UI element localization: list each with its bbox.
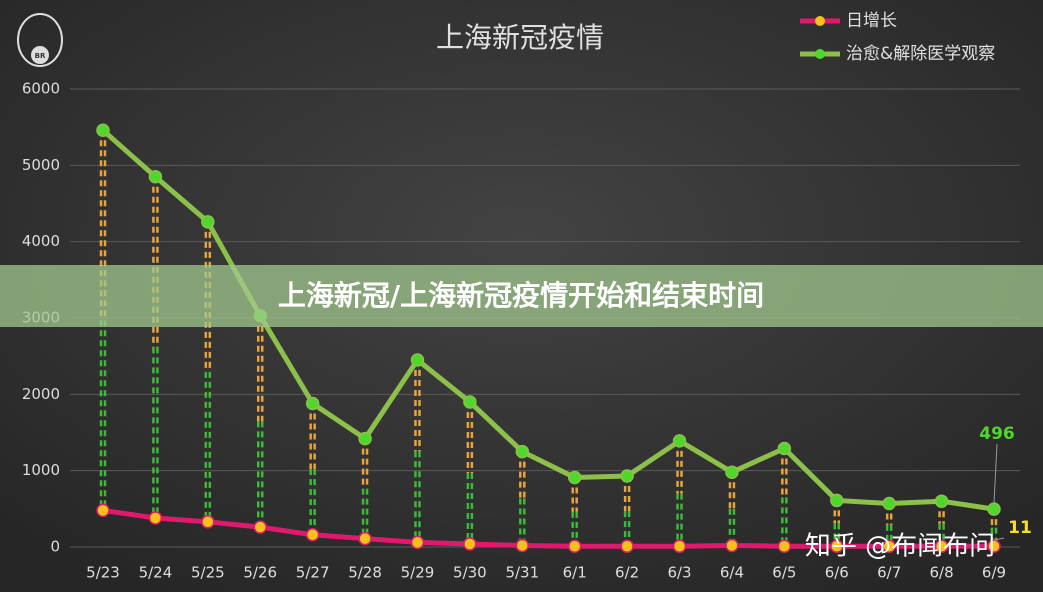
data-point [777,441,792,456]
data-point [253,520,267,534]
x-tick-label: 6/7 [877,564,901,582]
y-tick-label: 6000 [22,80,60,98]
chart-title: 上海新冠疫情 [436,21,604,54]
x-tick-label: 5/24 [139,564,173,582]
data-point [358,531,372,546]
data-point [148,170,163,184]
x-tick-label: 5/23 [86,564,120,582]
data-label: 496 [979,424,1015,444]
y-tick-label: 2000 [22,385,60,403]
logo: BR [17,13,63,67]
x-tick-label: 6/1 [563,564,587,582]
y-tick-label: 5000 [22,156,60,174]
data-point [96,123,110,137]
x-tick-label: 6/8 [930,564,954,582]
data-point [725,538,739,553]
data-point [567,539,582,553]
legend-marker [815,49,825,59]
data-point [620,539,634,553]
data-point [463,395,477,409]
data-point [96,503,110,518]
label-leader [993,443,998,504]
data-point [515,538,530,553]
x-tick-label: 6/4 [720,564,744,582]
data-point [410,535,425,550]
x-tick-label: 6/2 [615,564,639,582]
banner [0,265,1043,327]
data-point [987,502,1001,516]
data-point [934,494,949,508]
y-tick-label: 1000 [22,461,60,479]
data-point [148,511,163,525]
x-tick-label: 5/26 [243,564,277,582]
data-point [567,470,582,485]
x-tick-label: 5/29 [401,564,435,582]
data-point [463,537,477,551]
data-label: 11 [1008,518,1032,538]
data-point [305,528,320,542]
data-point [672,434,687,448]
data-point [410,353,425,367]
data-point [515,444,530,459]
x-tick-label: 5/27 [296,564,330,582]
x-tick-label: 5/30 [453,564,487,582]
data-point [201,515,215,529]
x-tick-label: 5/28 [348,564,382,582]
y-tick-label: 4000 [22,232,60,250]
data-point [358,431,372,446]
legend-label: 日增长 [846,11,897,31]
watermark: 知乎 @布闻布问 [805,532,995,562]
data-point [672,539,687,553]
x-tick-label: 5/25 [191,564,225,582]
data-point [934,539,949,553]
x-tick-label: 6/9 [982,564,1006,582]
data-point [882,539,896,553]
logo-text: BR [35,52,46,60]
data-point [830,493,844,508]
banner-text: 上海新冠/上海新冠疫情开始和结束时间 [278,279,764,312]
series-line [102,507,995,549]
data-point [777,539,792,553]
legend-marker [815,16,825,26]
label-leader [993,537,1005,541]
x-tick-label: 6/6 [825,564,849,582]
data-point [620,469,634,483]
data-point [830,539,844,553]
legend-label: 治愈&解除医学观察 [846,44,995,64]
x-tick-label: 6/3 [667,564,691,582]
data-point [305,396,320,411]
y-tick-label: 0 [50,538,60,556]
data-point [725,465,739,479]
x-tick-label: 5/31 [505,564,539,582]
x-tick-label: 6/5 [772,564,796,582]
data-point [882,496,896,511]
data-point [201,215,215,229]
